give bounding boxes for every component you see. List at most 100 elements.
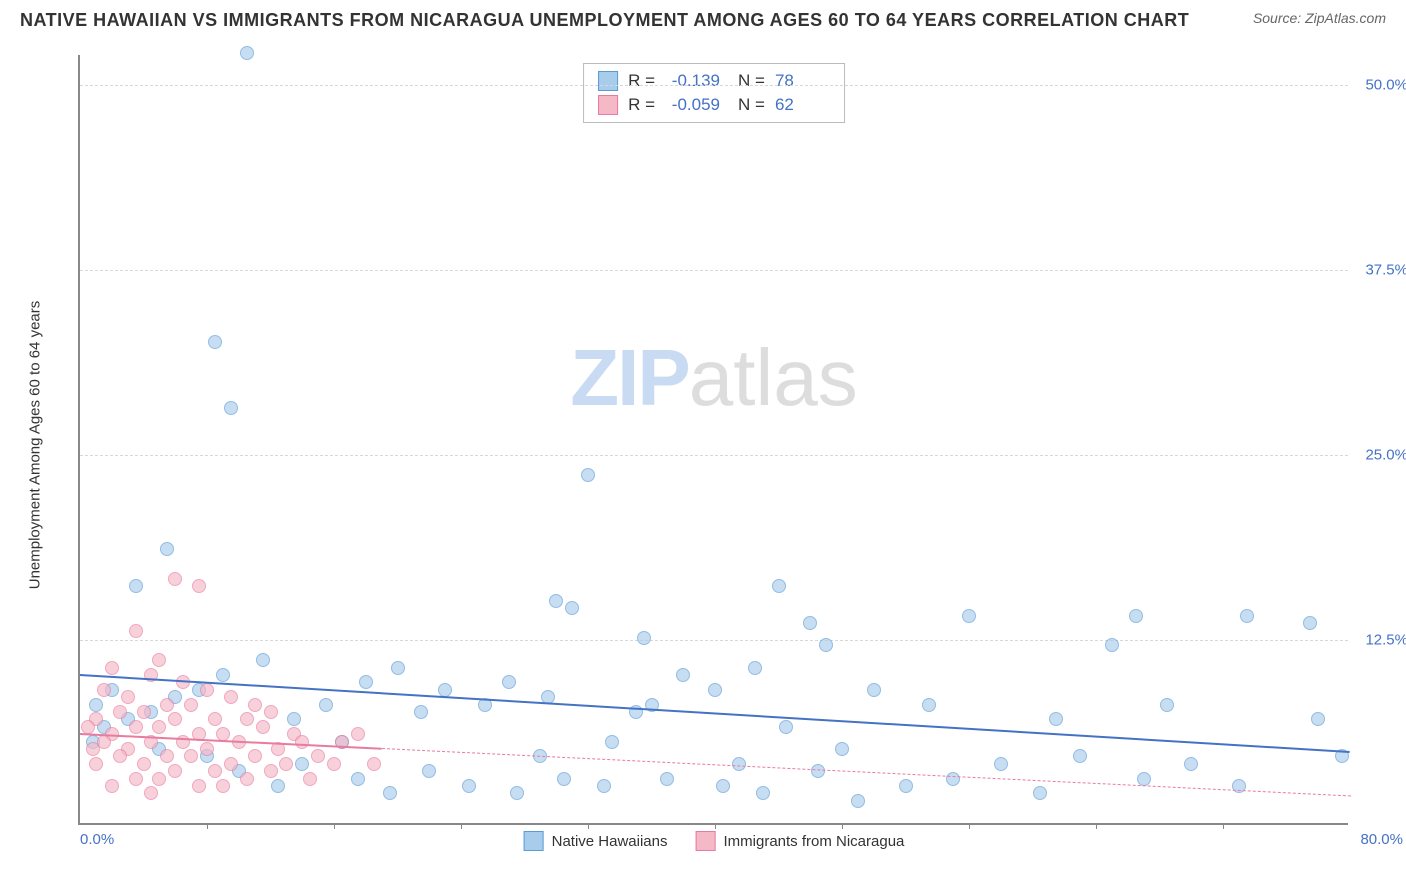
x-tick-label: 0.0% xyxy=(80,831,114,848)
scatter-point xyxy=(224,757,238,771)
series-legend: Native Hawaiians Immigrants from Nicaragu… xyxy=(524,831,905,851)
plot-area: ZIPatlas R =-0.139N =78R =-0.059N =62 Na… xyxy=(78,55,1348,825)
scatter-point xyxy=(248,749,262,763)
scatter-point xyxy=(1033,786,1047,800)
scatter-point xyxy=(279,757,293,771)
scatter-point xyxy=(256,653,270,667)
scatter-point xyxy=(438,683,452,697)
scatter-point xyxy=(240,712,254,726)
stats-n-value: 78 xyxy=(775,71,830,91)
scatter-point xyxy=(144,786,158,800)
gridline xyxy=(80,640,1348,641)
scatter-point xyxy=(605,735,619,749)
scatter-point xyxy=(899,779,913,793)
scatter-point xyxy=(152,772,166,786)
legend-swatch xyxy=(524,831,544,851)
scatter-point xyxy=(160,749,174,763)
scatter-point xyxy=(113,705,127,719)
stats-n-label: N = xyxy=(738,95,765,115)
scatter-point xyxy=(867,683,881,697)
scatter-point xyxy=(1105,638,1119,652)
scatter-point xyxy=(208,335,222,349)
y-tick-label: 50.0% xyxy=(1365,76,1406,93)
scatter-point xyxy=(271,779,285,793)
scatter-point xyxy=(264,764,278,778)
watermark-part1: ZIP xyxy=(570,333,688,422)
gridline xyxy=(80,85,1348,86)
scatter-point xyxy=(819,638,833,652)
stats-r-label: R = xyxy=(628,71,655,91)
scatter-point xyxy=(851,794,865,808)
scatter-point xyxy=(248,698,262,712)
x-tick-mark xyxy=(207,823,208,829)
gridline xyxy=(80,455,1348,456)
scatter-point xyxy=(129,772,143,786)
scatter-point xyxy=(1129,609,1143,623)
scatter-point xyxy=(319,698,333,712)
scatter-point xyxy=(962,609,976,623)
scatter-point xyxy=(351,727,365,741)
scatter-point xyxy=(732,757,746,771)
scatter-point xyxy=(105,661,119,675)
stats-r-value: -0.059 xyxy=(665,95,720,115)
scatter-point xyxy=(327,757,341,771)
legend-item: Immigrants from Nicaragua xyxy=(696,831,905,851)
scatter-point xyxy=(184,698,198,712)
scatter-point xyxy=(137,757,151,771)
scatter-point xyxy=(803,616,817,630)
scatter-point xyxy=(1073,749,1087,763)
scatter-point xyxy=(557,772,571,786)
scatter-point xyxy=(311,749,325,763)
scatter-point xyxy=(89,757,103,771)
scatter-point xyxy=(502,675,516,689)
scatter-point xyxy=(811,764,825,778)
scatter-point xyxy=(367,757,381,771)
scatter-point xyxy=(748,661,762,675)
scatter-point xyxy=(462,779,476,793)
source-attribution: Source: ZipAtlas.com xyxy=(1253,10,1386,26)
legend-swatch xyxy=(696,831,716,851)
correlation-stats-box: R =-0.139N =78R =-0.059N =62 xyxy=(583,63,845,123)
scatter-point xyxy=(200,683,214,697)
x-tick-mark xyxy=(1223,823,1224,829)
scatter-point xyxy=(256,720,270,734)
scatter-point xyxy=(351,772,365,786)
scatter-point xyxy=(779,720,793,734)
chart-container: Unemployment Among Ages 60 to 64 years Z… xyxy=(50,55,1350,835)
x-tick-mark xyxy=(334,823,335,829)
scatter-point xyxy=(391,661,405,675)
scatter-point xyxy=(1049,712,1063,726)
scatter-point xyxy=(129,579,143,593)
scatter-point xyxy=(756,786,770,800)
scatter-point xyxy=(137,705,151,719)
scatter-point xyxy=(208,712,222,726)
scatter-point xyxy=(383,786,397,800)
scatter-point xyxy=(994,757,1008,771)
scatter-point xyxy=(946,772,960,786)
scatter-point xyxy=(414,705,428,719)
x-tick-mark xyxy=(842,823,843,829)
scatter-point xyxy=(240,772,254,786)
scatter-point xyxy=(565,601,579,615)
scatter-point xyxy=(1311,712,1325,726)
x-tick-mark xyxy=(715,823,716,829)
x-tick-mark xyxy=(1096,823,1097,829)
scatter-point xyxy=(184,749,198,763)
y-axis-label: Unemployment Among Ages 60 to 64 years xyxy=(27,301,44,590)
scatter-point xyxy=(1303,616,1317,630)
scatter-point xyxy=(216,779,230,793)
scatter-point xyxy=(168,572,182,586)
x-tick-label: 80.0% xyxy=(1360,831,1403,848)
scatter-point xyxy=(168,764,182,778)
scatter-point xyxy=(86,742,100,756)
gridline xyxy=(80,270,1348,271)
stats-swatch xyxy=(598,71,618,91)
scatter-point xyxy=(152,653,166,667)
scatter-point xyxy=(660,772,674,786)
scatter-point xyxy=(287,712,301,726)
scatter-point xyxy=(81,720,95,734)
y-tick-label: 12.5% xyxy=(1365,631,1406,648)
x-tick-mark xyxy=(969,823,970,829)
legend-label: Native Hawaiians xyxy=(552,833,668,850)
scatter-point xyxy=(295,757,309,771)
